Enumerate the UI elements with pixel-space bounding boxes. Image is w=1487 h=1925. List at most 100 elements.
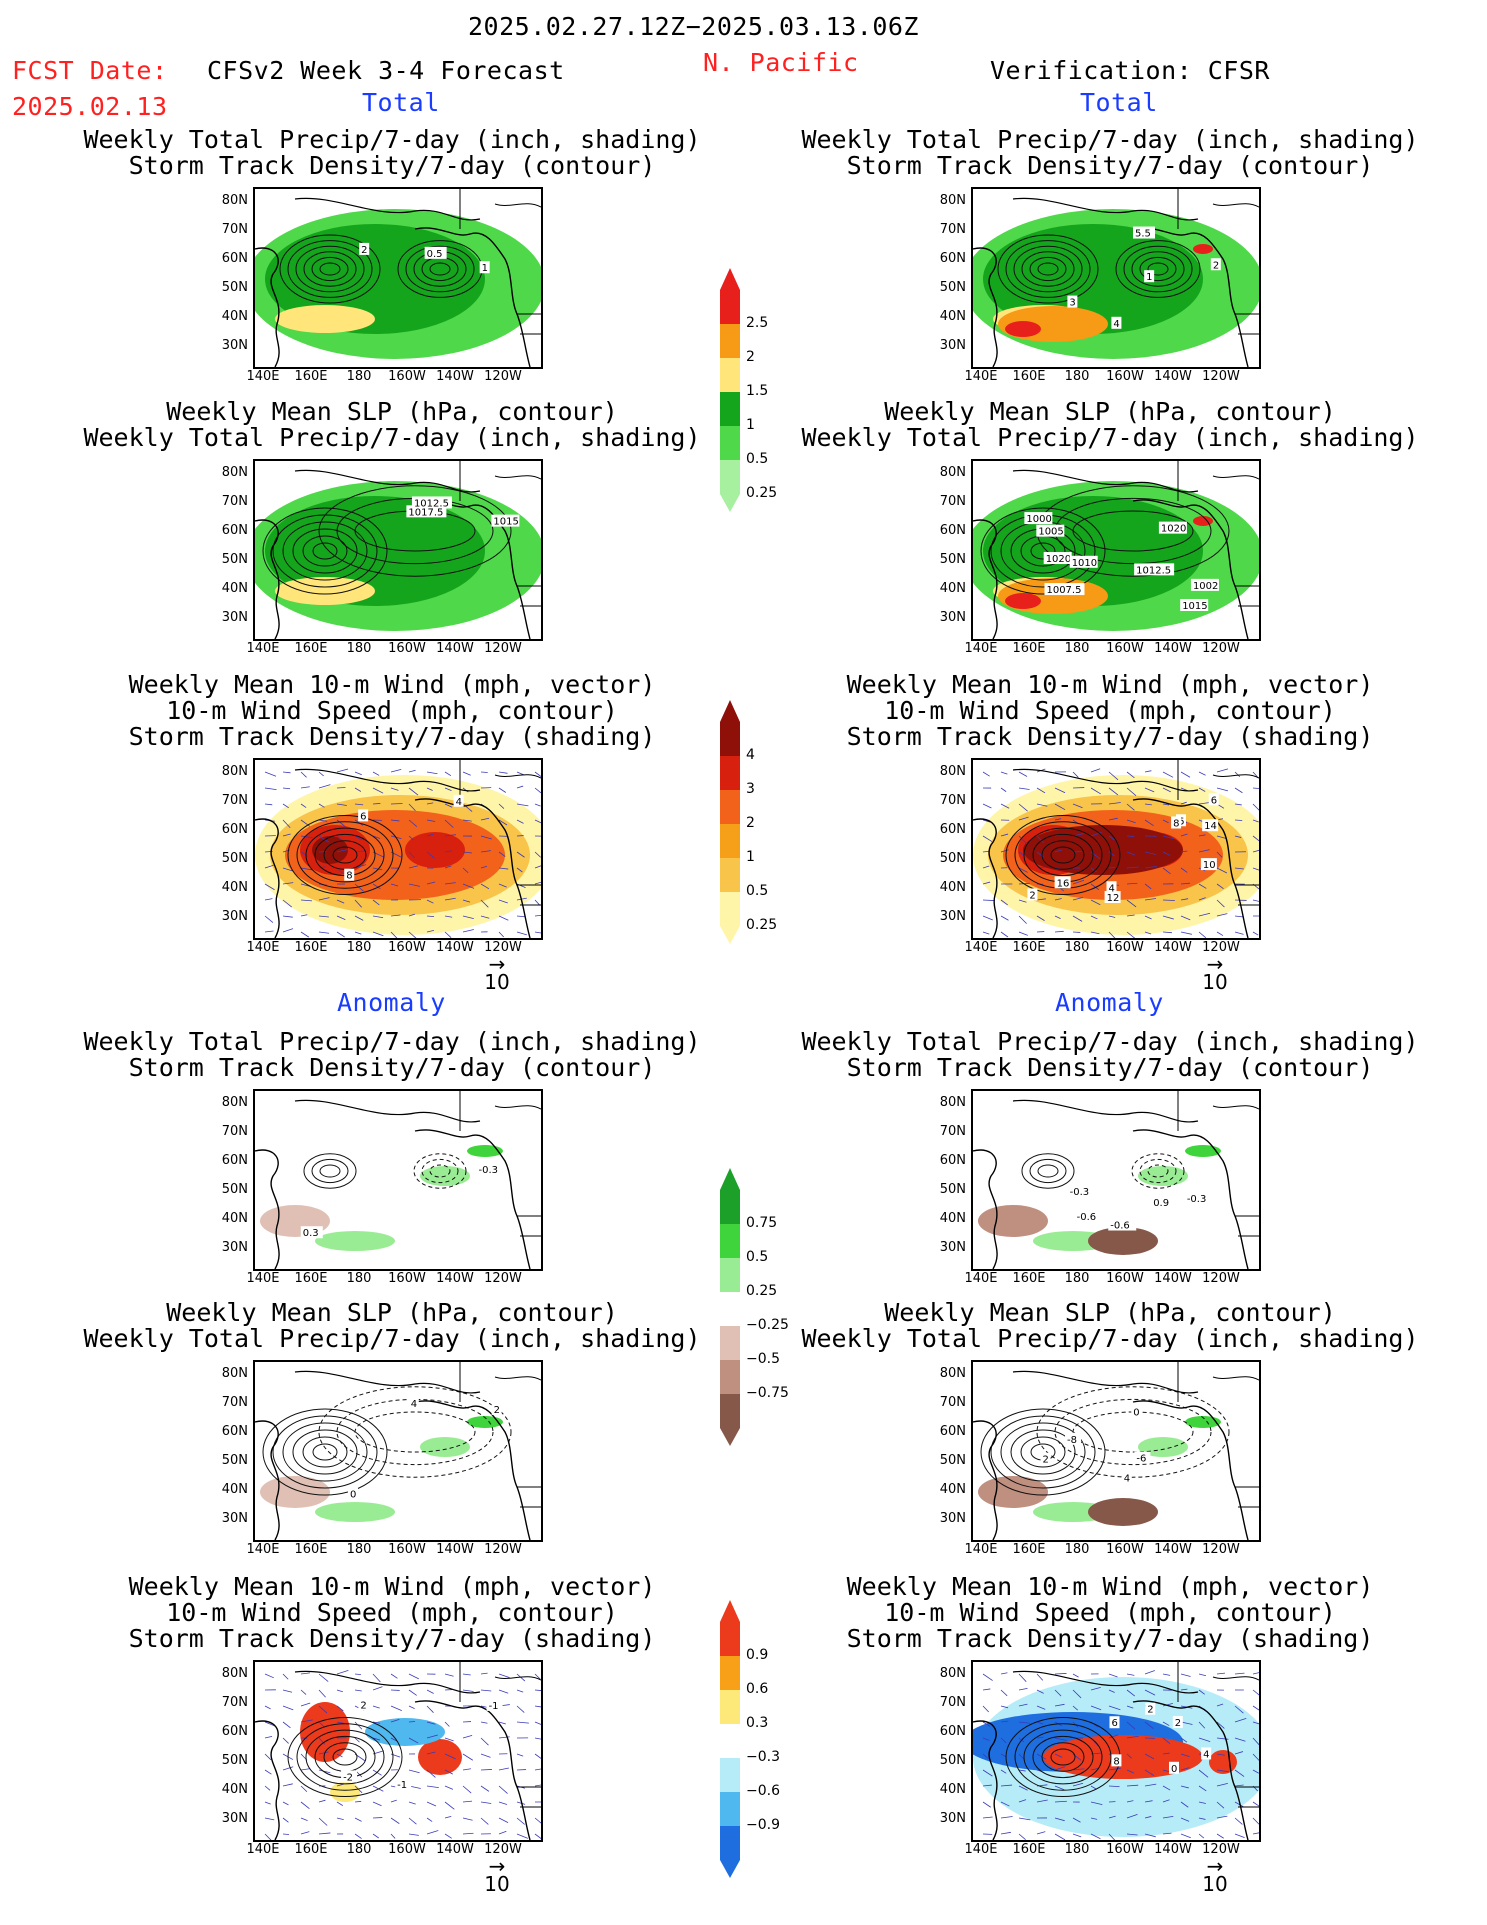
wind-vector xyxy=(1162,771,1174,778)
alaska-border xyxy=(459,189,541,229)
colorbar-segment xyxy=(720,1360,740,1394)
wind-vector xyxy=(1144,1816,1152,1819)
wind-vector xyxy=(1108,771,1119,781)
contour-label: 1002 xyxy=(1193,581,1218,592)
wind-vector xyxy=(1234,1672,1245,1675)
contour-label-bg xyxy=(476,1162,505,1175)
wind-vector xyxy=(1054,849,1063,853)
lat-tick-label: 50N xyxy=(221,851,248,866)
lat-tick-label: 80N xyxy=(221,764,248,779)
map-svg: 4 8 6 xyxy=(255,760,541,938)
wind-vector xyxy=(408,1817,417,1825)
vector-reference: → 10 xyxy=(477,954,517,994)
wind-vector xyxy=(408,865,419,869)
wind-vector xyxy=(1126,1705,1134,1709)
wind-vector xyxy=(282,1783,293,1787)
wind-vector xyxy=(1162,1752,1170,1755)
wind-vector xyxy=(1180,915,1191,921)
lon-tick-label: 140E xyxy=(246,1542,280,1557)
wind-vector xyxy=(1198,849,1210,853)
wind-vector xyxy=(408,1801,416,1805)
storm-contour xyxy=(279,234,381,304)
wind-vector xyxy=(1072,1817,1081,1823)
wind-vector xyxy=(372,915,384,919)
lon-tick-label: 160E xyxy=(294,1842,328,1857)
wind-vector xyxy=(318,1751,329,1755)
contour-label-bg xyxy=(1027,888,1038,901)
asia-coastline xyxy=(973,1720,998,1840)
wind-vector xyxy=(1144,866,1157,869)
wind-vector xyxy=(282,1721,291,1729)
contour-label: 0 xyxy=(1171,1764,1177,1775)
colorbar-svg xyxy=(720,700,740,944)
wind-vector xyxy=(426,1817,433,1822)
wind-vector xyxy=(1126,1689,1136,1697)
na-coastline xyxy=(1132,1400,1249,1540)
panel-title-line: Weekly Total Precip/7-day (inch, shading… xyxy=(801,423,1419,452)
contour-label: 4 xyxy=(456,797,462,808)
speed-contour xyxy=(1032,1735,1094,1779)
wind-vector xyxy=(1180,1673,1191,1677)
lat-tick-label: 70N xyxy=(939,1124,966,1139)
lon-tick-label: 140W xyxy=(1154,641,1192,656)
wind-vector xyxy=(426,771,438,775)
slp-contour xyxy=(1010,1429,1076,1475)
wind-vector xyxy=(444,931,452,938)
contour-label-bg xyxy=(1208,793,1219,806)
panel-title-line: Weekly Total Precip/7-day (inch, shading… xyxy=(83,125,701,154)
contour-label: 1 xyxy=(1146,272,1152,283)
anom-shade xyxy=(420,1437,470,1457)
arctic-coastline xyxy=(1012,1670,1199,1694)
map-svg: 210.5 xyxy=(255,189,541,367)
wind-vector xyxy=(318,771,324,777)
wind-vector xyxy=(1000,849,1009,853)
wind-vector xyxy=(318,803,325,808)
na-coastline xyxy=(1132,499,1249,639)
lon-tick-label: 160E xyxy=(294,641,328,656)
wind-vector xyxy=(408,851,415,859)
wind-vector xyxy=(1216,787,1229,792)
speed-contour xyxy=(296,1723,394,1791)
colorbar-segment xyxy=(720,1622,740,1656)
wind-vector xyxy=(1198,931,1207,938)
wind-vector xyxy=(534,1673,541,1680)
colorbar-segment xyxy=(720,1656,740,1690)
panel-title-fcst-total-slp: Weekly Mean SLP (hPa, contour) Weekly Tot… xyxy=(72,399,712,451)
asia-coastline xyxy=(255,818,280,938)
storm-contour xyxy=(1037,262,1059,276)
contour-label: 12 xyxy=(1107,893,1120,904)
wind-vector xyxy=(982,835,993,842)
wind-vector xyxy=(1126,1769,1134,1774)
lon-tick-label: 160E xyxy=(294,369,328,384)
wind-vector xyxy=(426,1801,437,1807)
contour-label: 16 xyxy=(1057,878,1070,889)
wind-vector xyxy=(444,1801,455,1810)
lon-tick-label: 140W xyxy=(1154,369,1192,384)
speed-contour xyxy=(296,821,394,889)
lon-tick-label: 120W xyxy=(1202,1842,1240,1857)
wind-vector xyxy=(372,1801,382,1807)
contour-label: 4 xyxy=(1124,1473,1130,1484)
lon-tick-label: 140E xyxy=(964,1542,998,1557)
contour-label-bg xyxy=(1200,858,1217,871)
wind-vector xyxy=(444,850,453,853)
storm-shade xyxy=(1023,825,1183,875)
colorbar-segment xyxy=(720,392,740,426)
wind-vector xyxy=(390,769,402,773)
wind-vector xyxy=(444,771,452,777)
wind-vector xyxy=(534,914,541,917)
wind-vector xyxy=(1054,803,1066,811)
wind-vector xyxy=(408,1769,420,1774)
wind-vector xyxy=(1216,931,1224,936)
contour-label-bg xyxy=(1108,1218,1137,1231)
contour-label: 2 xyxy=(1213,260,1219,271)
anom-shade xyxy=(978,1476,1048,1508)
wind-vector xyxy=(264,1769,272,1775)
wind-vector xyxy=(354,899,362,908)
wind-vector xyxy=(1216,883,1224,889)
wind-vector xyxy=(300,771,307,778)
wind-vector xyxy=(982,850,990,853)
lat-tick-label: 40N xyxy=(221,581,248,596)
wind-vector xyxy=(354,1737,360,1743)
wind-vector xyxy=(336,1689,343,1693)
